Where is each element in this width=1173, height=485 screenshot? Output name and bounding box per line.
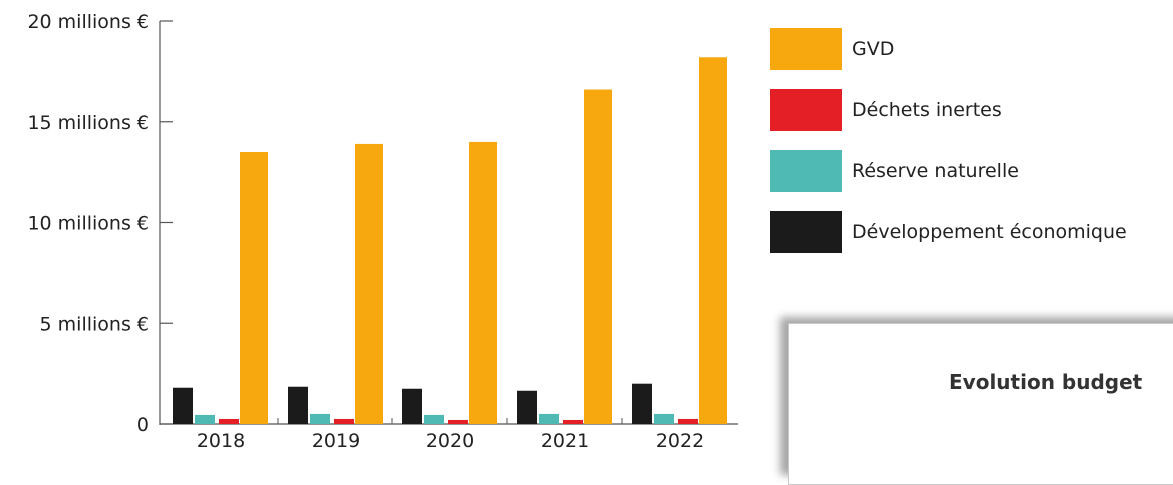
bar-2020-series-2: [448, 419, 468, 424]
x-tick-label: 2020: [426, 430, 474, 452]
y-tick-label: 20 millions €: [27, 11, 149, 33]
bar-2020-series-0: [402, 388, 422, 424]
legend-label: GVD: [852, 37, 895, 60]
x-tick-label: 2021: [541, 430, 589, 452]
bar-2021-series-2: [563, 419, 583, 424]
chart-legend: GVD Déchets inertes Réserve naturelle Dével…: [770, 18, 1127, 262]
legend-label: Réserve naturelle: [852, 159, 1019, 182]
x-tick-label: 2019: [312, 430, 360, 452]
bar-2022-series-1: [654, 413, 674, 424]
bar-2020-series-1: [424, 414, 444, 424]
bar-2019-series-1: [310, 413, 330, 424]
legend-label: Déchets inertes: [852, 98, 1002, 121]
x-tick-label: 2018: [197, 430, 245, 452]
legend-item: Réserve naturelle: [770, 140, 1127, 201]
y-tick-label: 15 millions €: [27, 112, 149, 134]
y-tick-label: 0: [137, 414, 149, 436]
legend-item: Développement économique: [770, 201, 1127, 262]
legend-item: Déchets inertes: [770, 79, 1127, 140]
bar-2022-series-3: [699, 57, 727, 425]
bar-2021-series-3: [584, 89, 612, 424]
evolution-budget-card: Evolution budget: [788, 323, 1173, 485]
bar-2022-series-2: [678, 418, 698, 424]
bar-2019-series-3: [355, 143, 383, 425]
x-tick-label: 2022: [656, 430, 704, 452]
legend-swatch: [770, 210, 842, 253]
y-tick-label: 10 millions €: [27, 213, 149, 235]
legend-swatch: [770, 27, 842, 70]
legend-swatch: [770, 88, 842, 131]
bar-2018-series-1: [195, 414, 215, 424]
bar-2018-series-3: [240, 151, 268, 424]
bar-2018-series-0: [173, 387, 193, 424]
bar-2019-series-0: [288, 386, 308, 424]
bar-2018-series-2: [219, 418, 239, 424]
y-tick-label: 5 millions €: [40, 313, 149, 335]
bar-2021-series-0: [517, 390, 537, 424]
legend-swatch: [770, 149, 842, 192]
legend-item: GVD: [770, 18, 1127, 79]
bar-2021-series-1: [539, 413, 559, 424]
bar-chart: 0 5 millions € 10 millions € 15 millions € 2…: [27, 11, 738, 452]
card-title: Evolution budget: [949, 370, 1143, 394]
bar-2020-series-3: [469, 141, 497, 424]
bar-2019-series-2: [334, 418, 354, 424]
legend-label: Développement économique: [852, 220, 1127, 243]
bar-2022-series-0: [632, 383, 652, 424]
